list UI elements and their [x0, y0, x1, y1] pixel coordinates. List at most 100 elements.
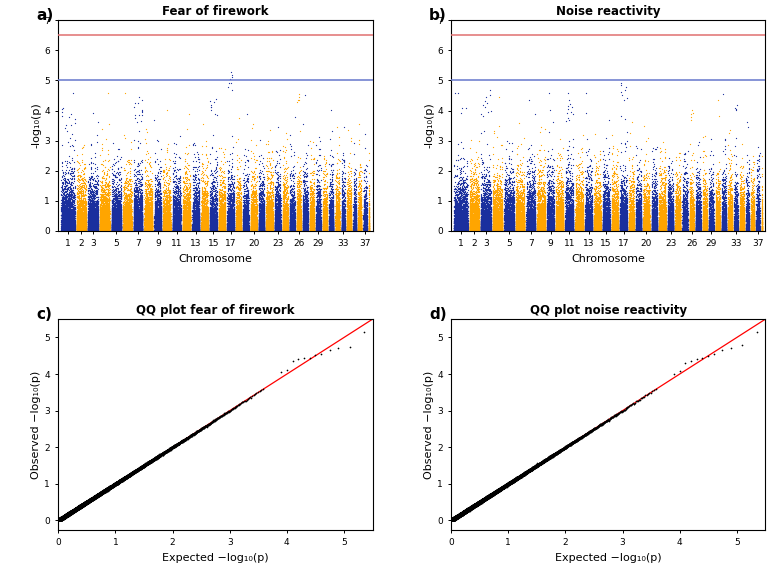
Point — [57, 512, 70, 521]
Point — [82, 497, 94, 506]
Point — [672, 198, 685, 208]
Point — [647, 225, 660, 235]
Point — [55, 514, 68, 523]
Point — [56, 198, 68, 207]
Point — [649, 196, 661, 205]
Point — [654, 224, 667, 233]
Point — [487, 195, 500, 204]
Point — [479, 183, 491, 193]
Point — [132, 196, 145, 205]
Point — [73, 502, 85, 511]
Point — [458, 508, 471, 517]
Point — [525, 207, 538, 216]
Point — [304, 221, 316, 230]
Point — [358, 212, 371, 222]
Point — [521, 467, 534, 476]
Point — [63, 509, 75, 518]
Point — [62, 509, 75, 518]
Point — [210, 225, 222, 234]
Point — [238, 218, 250, 227]
Point — [491, 211, 503, 220]
Point — [720, 226, 732, 235]
Point — [52, 516, 64, 525]
Point — [472, 498, 485, 508]
Point — [490, 225, 503, 234]
Point — [55, 514, 68, 524]
Point — [453, 510, 465, 520]
Point — [729, 215, 741, 224]
Point — [471, 500, 483, 509]
Point — [657, 226, 670, 235]
Point — [516, 222, 528, 231]
Point — [298, 218, 310, 228]
Point — [274, 194, 287, 203]
Point — [653, 219, 666, 228]
Point — [127, 212, 140, 221]
Point — [448, 514, 461, 523]
Point — [319, 223, 332, 232]
Point — [469, 501, 481, 510]
Point — [445, 516, 458, 525]
Point — [246, 208, 258, 218]
Point — [459, 506, 472, 516]
Point — [469, 501, 481, 510]
Point — [471, 219, 483, 228]
Point — [712, 218, 724, 228]
Point — [447, 515, 459, 524]
Point — [58, 512, 71, 521]
Point — [75, 501, 88, 510]
Point — [187, 190, 200, 199]
Point — [446, 514, 458, 524]
Point — [707, 214, 720, 223]
Point — [176, 215, 189, 224]
Point — [257, 225, 270, 234]
Point — [145, 456, 158, 465]
Point — [130, 218, 142, 228]
Point — [484, 491, 497, 500]
Point — [619, 214, 632, 223]
Point — [740, 222, 753, 232]
Point — [745, 192, 758, 201]
Point — [239, 223, 251, 232]
Point — [556, 212, 568, 222]
Point — [618, 212, 631, 222]
Point — [491, 486, 503, 495]
Point — [455, 510, 467, 519]
Point — [465, 503, 477, 512]
Point — [337, 224, 350, 233]
Point — [451, 512, 463, 521]
Point — [83, 220, 96, 229]
Point — [591, 212, 604, 221]
Point — [68, 506, 80, 515]
Point — [492, 222, 504, 232]
Point — [64, 224, 76, 233]
Point — [448, 513, 460, 523]
Point — [503, 225, 516, 234]
Point — [624, 207, 636, 217]
Point — [686, 202, 699, 211]
Point — [532, 459, 545, 469]
Point — [447, 515, 459, 524]
Point — [153, 218, 166, 228]
Point — [694, 209, 706, 218]
Point — [536, 457, 549, 467]
Point — [457, 211, 469, 220]
Point — [716, 197, 729, 207]
Point — [503, 217, 516, 226]
Point — [62, 510, 75, 519]
Point — [500, 221, 513, 230]
Point — [464, 504, 476, 513]
Point — [577, 225, 589, 234]
Point — [707, 159, 720, 169]
Point — [68, 506, 81, 515]
Point — [507, 219, 519, 228]
Point — [477, 495, 490, 504]
Point — [72, 503, 85, 513]
Point — [603, 213, 615, 222]
Point — [492, 485, 504, 495]
Point — [217, 223, 229, 232]
Point — [451, 512, 464, 521]
Point — [716, 186, 729, 195]
Point — [116, 475, 128, 484]
Point — [352, 193, 364, 202]
